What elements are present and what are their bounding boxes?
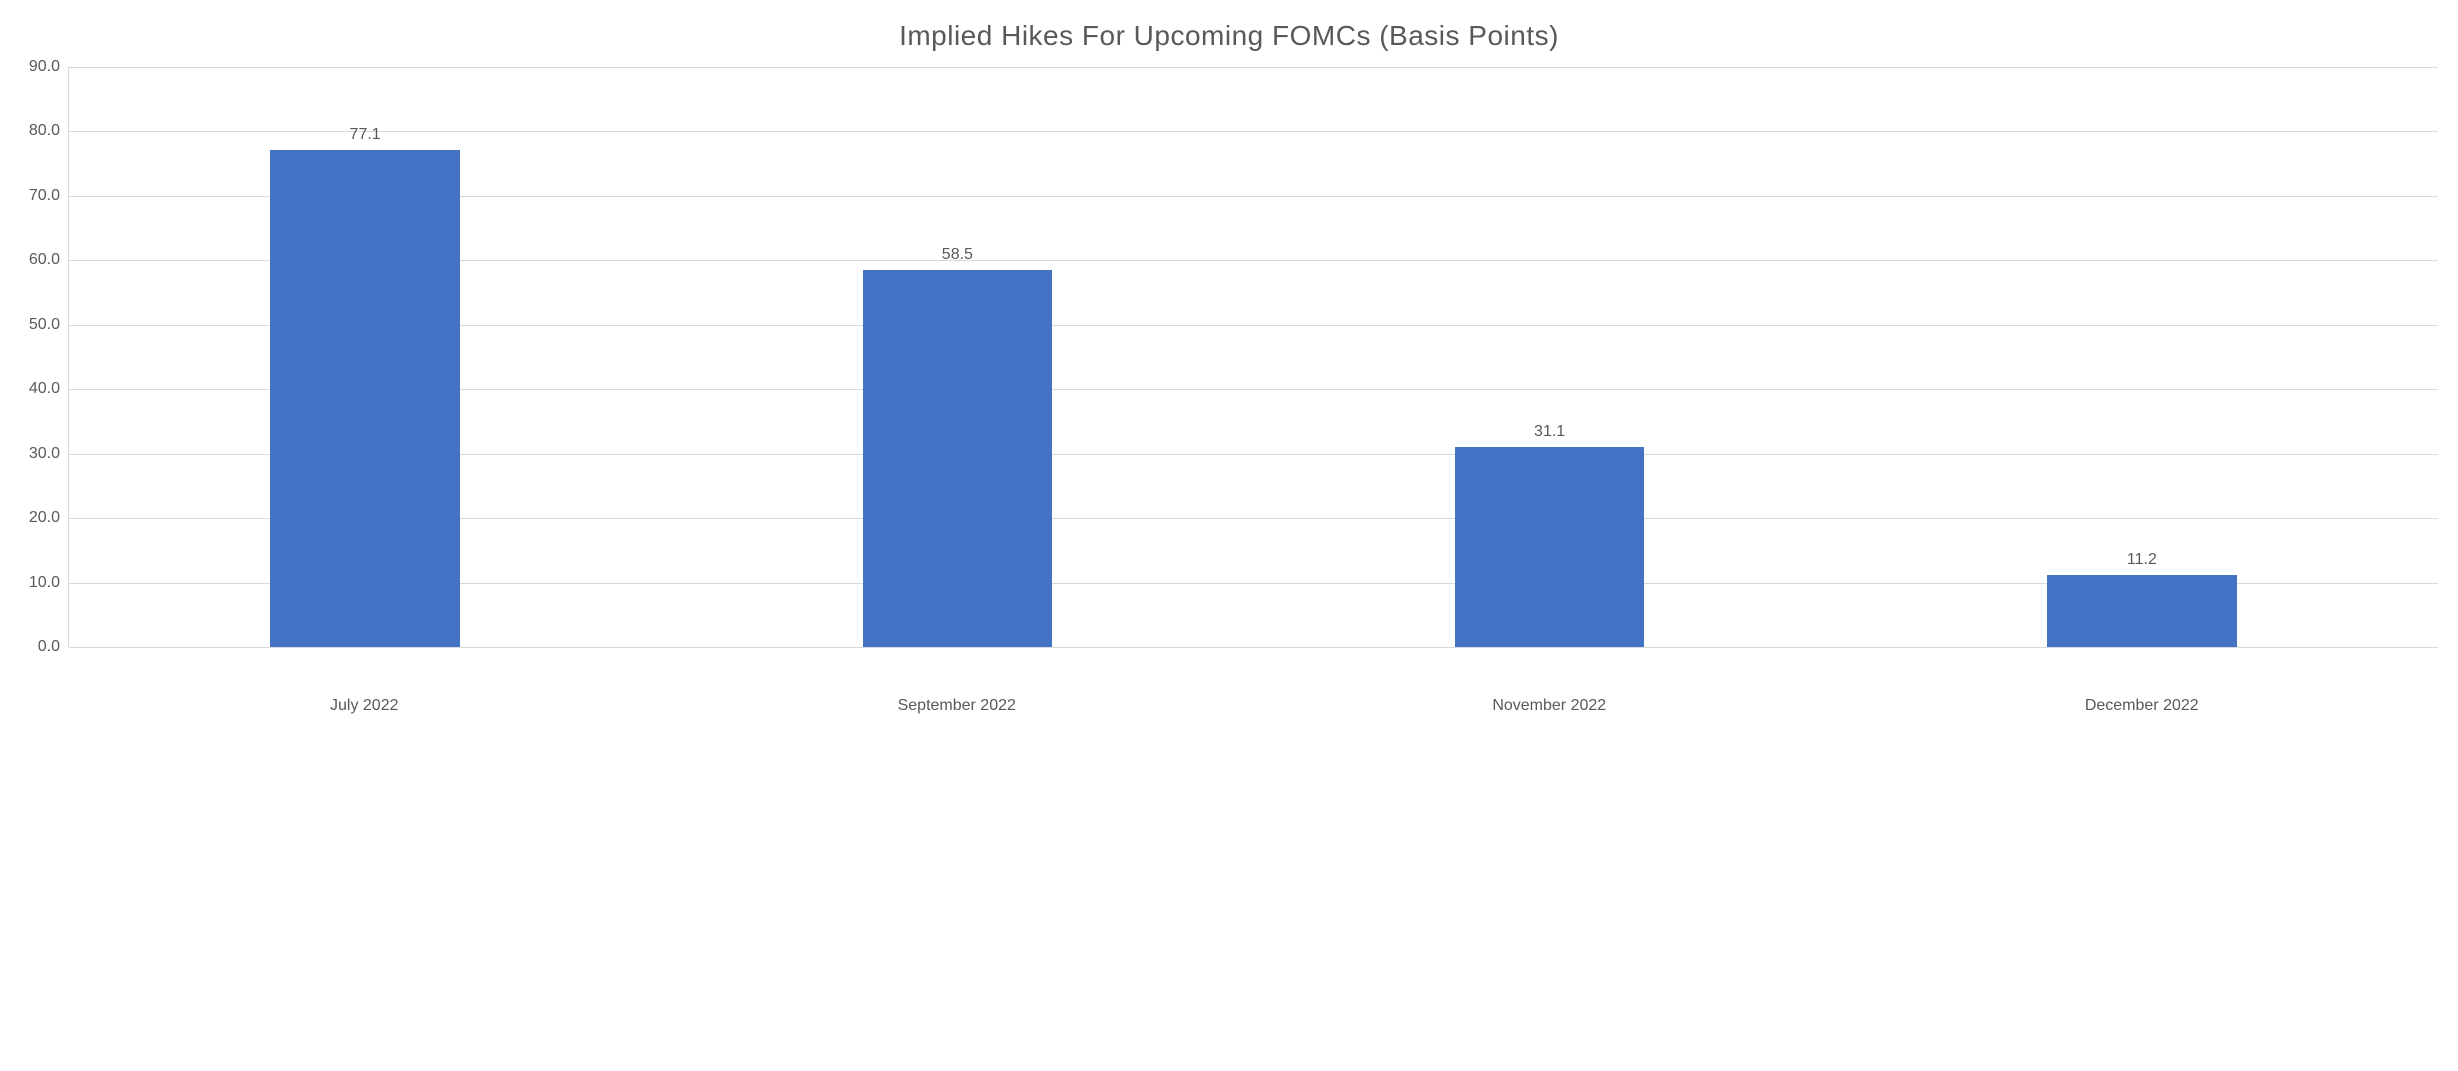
x-axis: July 2022September 2022November 2022Dece… — [68, 697, 2438, 715]
y-axis-tick: 40.0 — [29, 381, 60, 397]
x-axis-tick: November 2022 — [1253, 697, 1846, 715]
gridline — [69, 647, 2438, 648]
x-axis-tick: December 2022 — [1846, 697, 2439, 715]
bar-slot: 31.1 — [1254, 67, 1846, 647]
x-axis-tick: July 2022 — [68, 697, 661, 715]
y-axis-tick: 0.0 — [38, 639, 60, 655]
bar: 77.1 — [270, 150, 460, 647]
y-axis-tick: 90.0 — [29, 59, 60, 75]
y-axis-tick: 10.0 — [29, 575, 60, 591]
chart-container: Implied Hikes For Upcoming FOMCs (Basis … — [20, 20, 2438, 715]
bars-group: 77.1 58.5 31.1 11.2 — [69, 67, 2438, 647]
y-axis-tick: 50.0 — [29, 317, 60, 333]
x-axis-tick: September 2022 — [661, 697, 1254, 715]
bar: 11.2 — [2047, 575, 2237, 647]
chart-title: Implied Hikes For Upcoming FOMCs (Basis … — [20, 20, 2438, 52]
y-axis: 90.080.070.060.050.040.030.020.010.00.0 — [20, 67, 68, 647]
bar-slot: 11.2 — [1846, 67, 2438, 647]
chart-area: 90.080.070.060.050.040.030.020.010.00.0 … — [20, 67, 2438, 687]
plot-area: 77.1 58.5 31.1 11.2 — [68, 67, 2438, 647]
bar-slot: 77.1 — [69, 67, 661, 647]
bar-value-label: 31.1 — [1534, 423, 1565, 441]
bar-value-label: 11.2 — [2127, 551, 2157, 569]
y-axis-tick: 60.0 — [29, 252, 60, 268]
bar-value-label: 58.5 — [942, 246, 973, 264]
y-axis-tick: 20.0 — [29, 510, 60, 526]
bar: 58.5 — [863, 270, 1053, 647]
bar-slot: 58.5 — [661, 67, 1253, 647]
bar: 31.1 — [1455, 447, 1645, 647]
bar-value-label: 77.1 — [350, 126, 381, 144]
y-axis-tick: 30.0 — [29, 446, 60, 462]
y-axis-tick: 70.0 — [29, 188, 60, 204]
y-axis-tick: 80.0 — [29, 123, 60, 139]
